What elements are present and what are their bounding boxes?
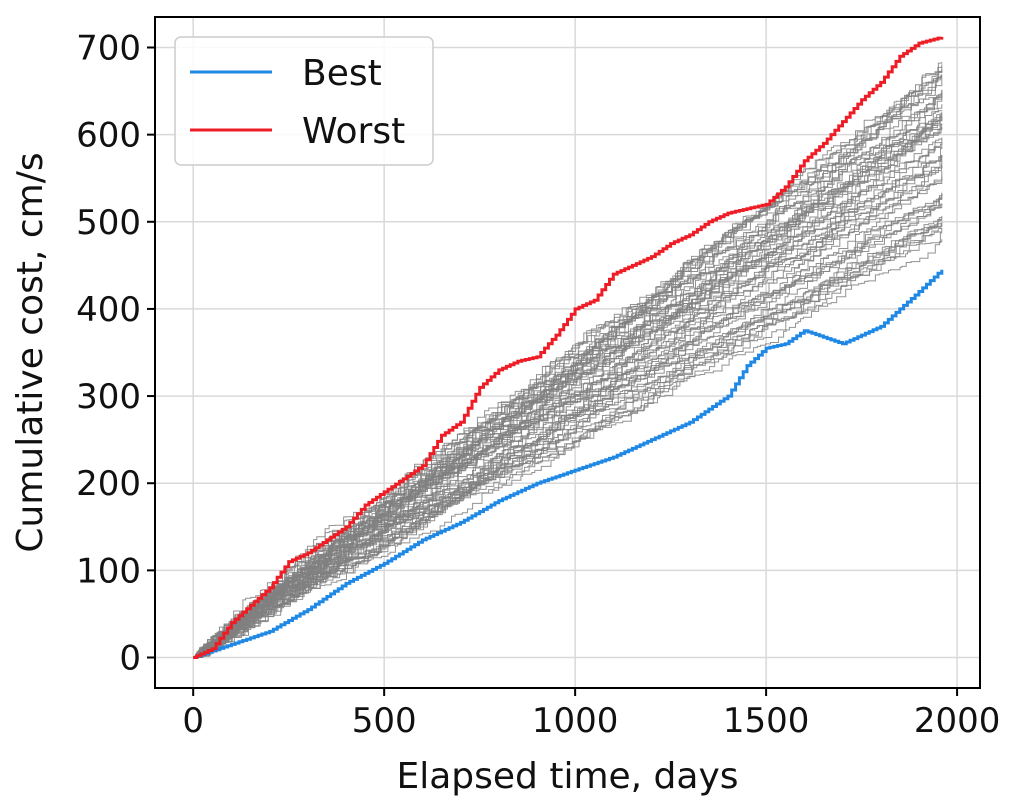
x-tick-label: 500 — [352, 701, 417, 741]
y-tick-label: 200 — [76, 464, 141, 504]
legend: Best Worst — [175, 37, 433, 165]
x-ticks: 0 500 1000 1500 2000 — [182, 688, 1000, 741]
y-tick-label: 500 — [76, 203, 141, 243]
y-axis-label: Cumulative cost, cm/s — [10, 152, 51, 552]
y-tick-label: 400 — [76, 290, 141, 330]
x-tick-label: 1500 — [723, 701, 810, 741]
x-tick-label: 1000 — [532, 701, 619, 741]
legend-label-best: Best — [302, 53, 382, 94]
y-ticks: 0 100 200 300 400 500 600 700 — [76, 29, 155, 679]
y-tick-label: 700 — [76, 29, 141, 69]
series-line-best — [193, 270, 942, 658]
y-tick-label: 300 — [76, 377, 141, 417]
y-tick-label: 600 — [76, 116, 141, 156]
legend-label-worst: Worst — [302, 111, 405, 152]
ensemble-line — [193, 233, 942, 658]
x-tick-label: 0 — [182, 701, 204, 741]
y-tick-label: 100 — [76, 551, 141, 591]
y-tick-label: 0 — [119, 639, 141, 679]
x-axis-label: Elapsed time, days — [396, 756, 738, 797]
x-tick-label: 2000 — [914, 701, 1001, 741]
